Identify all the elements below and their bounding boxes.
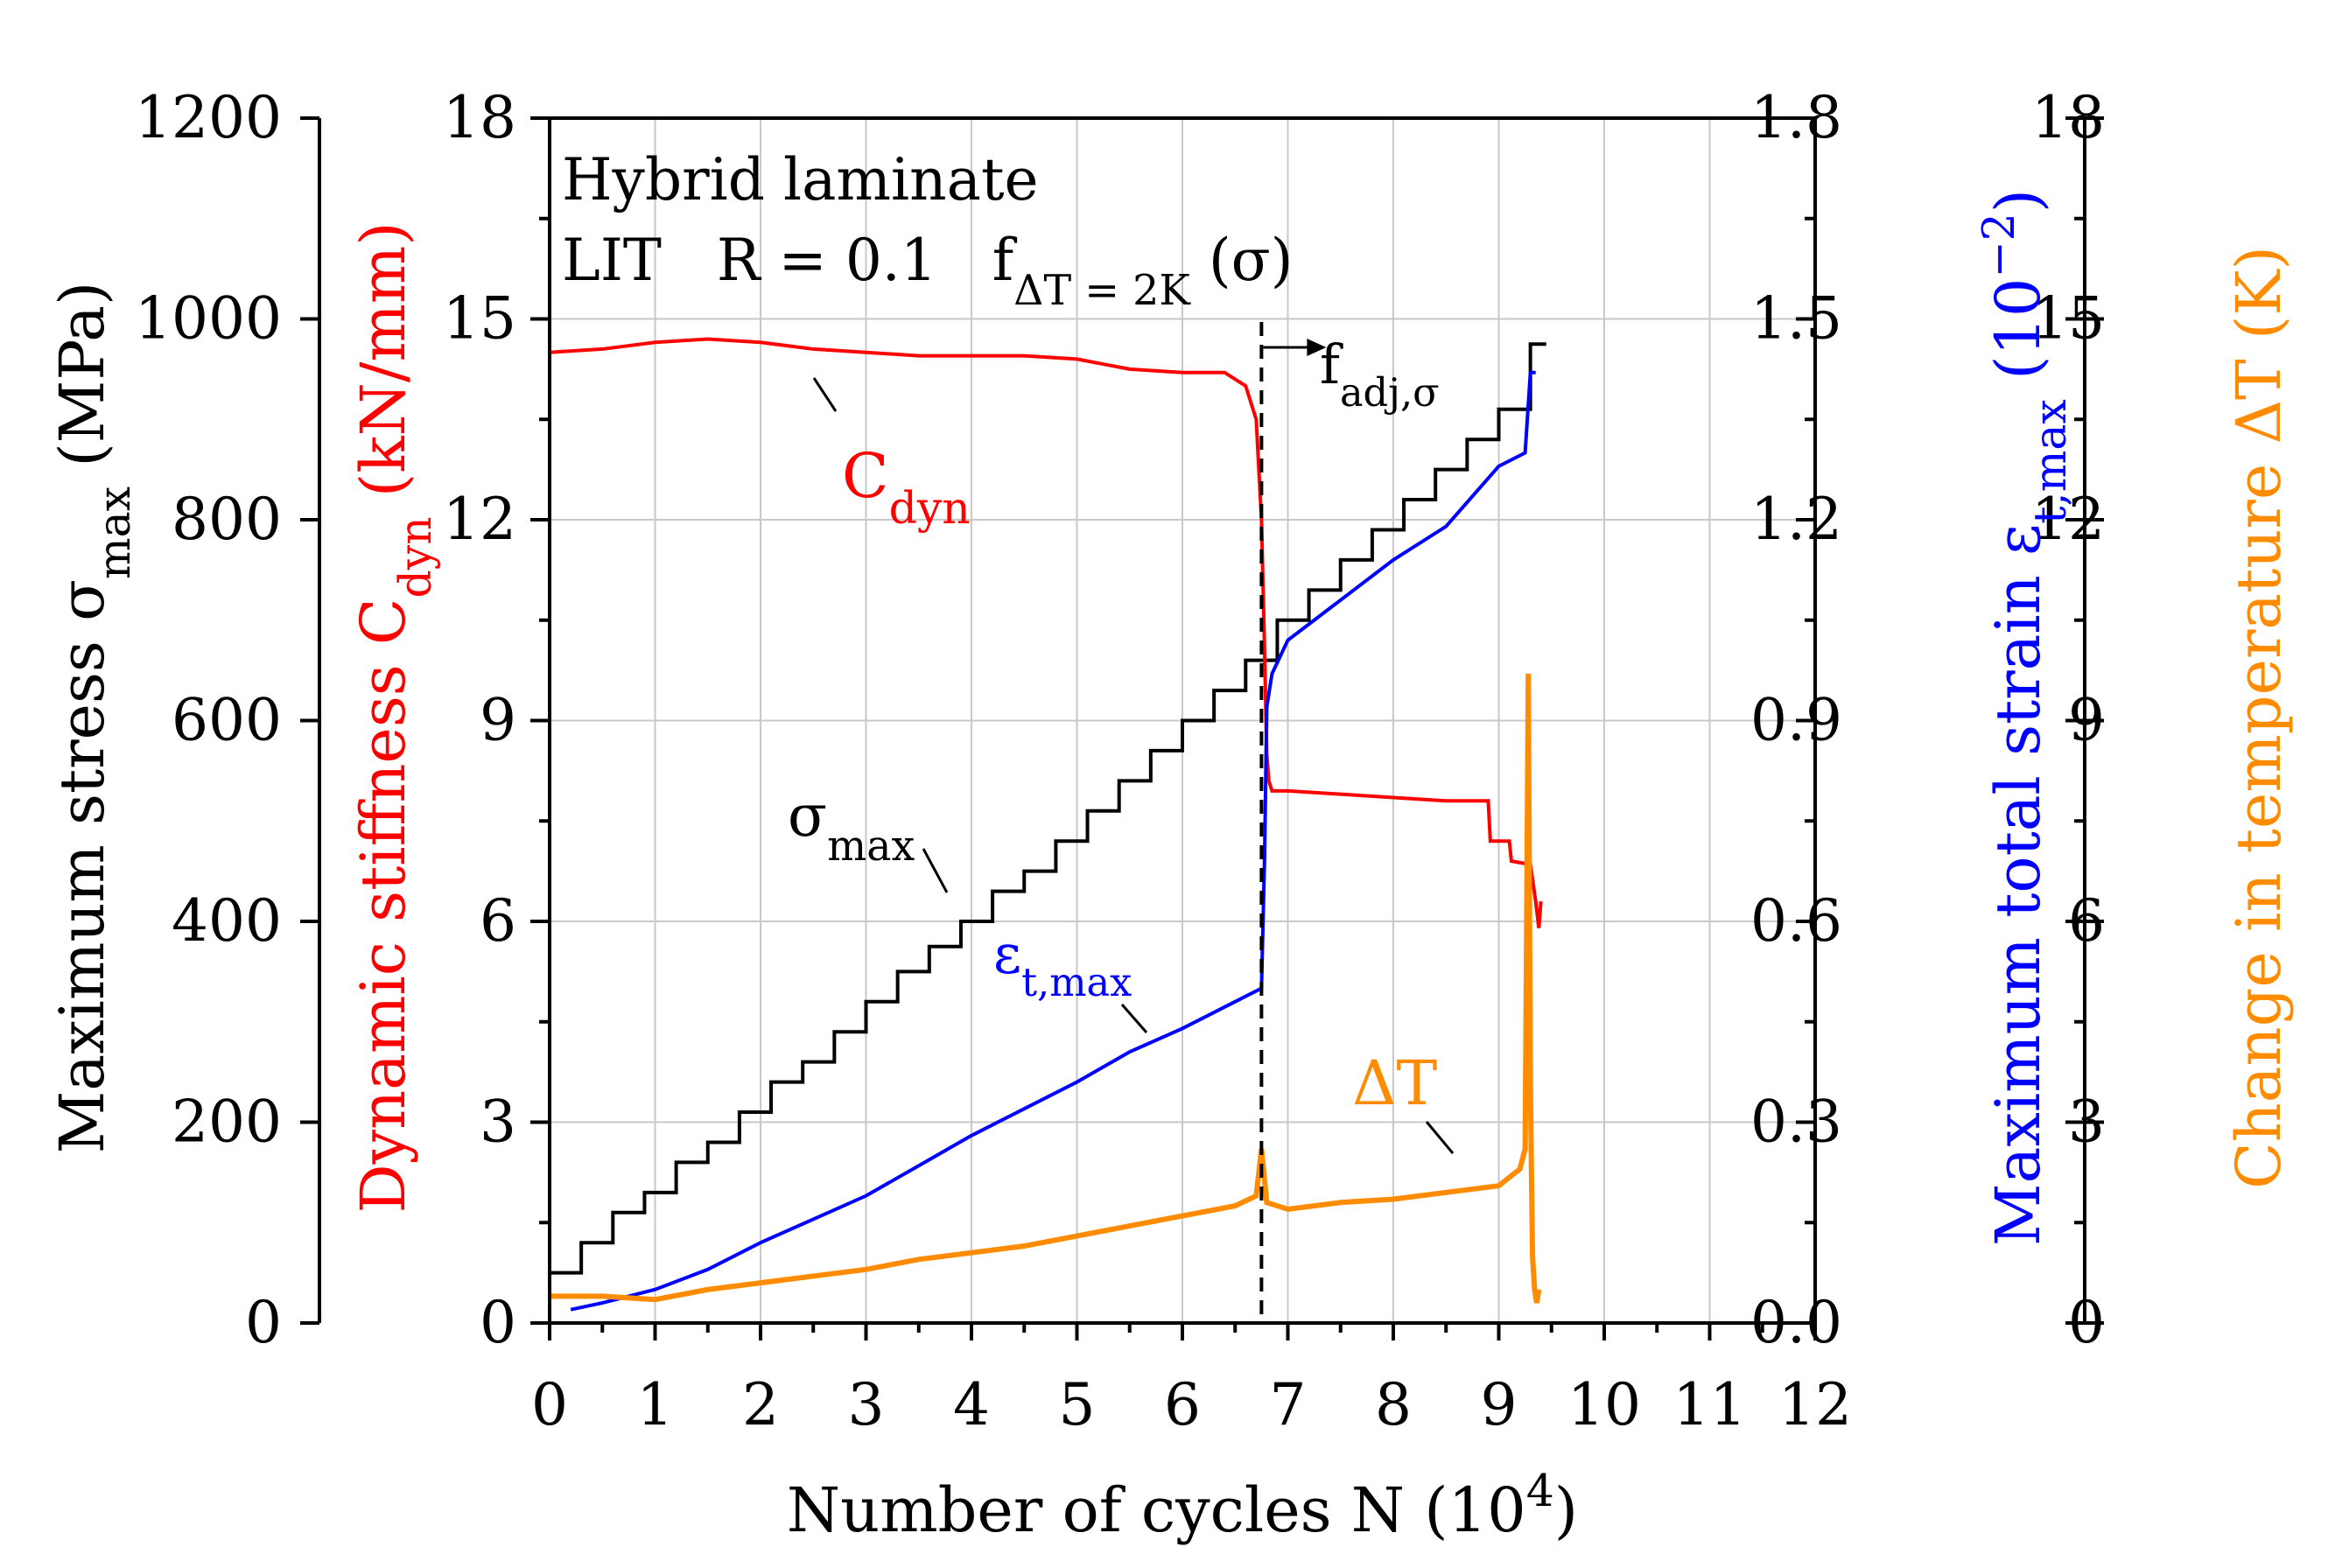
x-tick-label: 3 <box>848 1371 885 1438</box>
annotation-line-1: Hybrid laminate <box>562 146 1039 214</box>
x-tick-label: 12 <box>1778 1371 1852 1438</box>
x-tick-label: 2 <box>742 1371 779 1438</box>
stiffness-tick-label: 0 <box>480 1289 516 1356</box>
fadj-label: fadj,σ <box>1320 332 1440 416</box>
x-tick-label: 11 <box>1673 1371 1747 1438</box>
dt-leader <box>1427 1122 1453 1153</box>
stress-tick-label: 400 <box>172 887 282 955</box>
x-tick-label: 8 <box>1375 1371 1412 1438</box>
x-axis-label: Number of cycles N (104) <box>787 1465 1578 1547</box>
x-tick-label: 1 <box>637 1371 674 1438</box>
temperature-axis-label: Change in temperature ΔT (K) <box>2223 246 2295 1189</box>
stiffness-tick-label: 9 <box>480 687 516 754</box>
strain-tick-label: 0.3 <box>1750 1088 1842 1156</box>
eps-label: εt,max <box>993 922 1132 1005</box>
eps-leader <box>1122 1004 1146 1032</box>
series-line <box>550 344 1546 1272</box>
strain-tick-label: 1.8 <box>1750 84 1842 151</box>
strain-tick-label: 1.5 <box>1750 285 1842 353</box>
annotation-line-2: LIT R = 0.1 fΔT = 2K (σ) <box>562 227 1293 315</box>
x-tick-label: 6 <box>1164 1371 1201 1438</box>
sigma-label: σmax <box>788 782 915 871</box>
stiffness-axis-label: Dynamic stiffness Cdyn (kN/mm) <box>347 221 441 1213</box>
stress-tick-label: 800 <box>172 486 282 553</box>
stiffness-tick-label: 6 <box>480 887 516 955</box>
x-tick-label: 4 <box>953 1371 990 1438</box>
dt-label: ΔT <box>1352 1047 1437 1119</box>
stress-axis-label: Maximum stress σmax (MPa) <box>46 282 140 1154</box>
x-tick-label: 9 <box>1481 1371 1518 1438</box>
x-tick-label: 7 <box>1270 1371 1307 1438</box>
series-line <box>571 373 1536 1310</box>
series-layer <box>550 322 1546 1323</box>
stiffness-tick-label: 18 <box>443 84 516 151</box>
series-line <box>550 339 1541 928</box>
cdyn-leader <box>814 378 836 411</box>
sigma-leader <box>923 849 947 892</box>
stiffness-tick-label: 3 <box>480 1088 516 1156</box>
stress-tick-label: 200 <box>172 1088 282 1156</box>
stress-tick-label: 600 <box>172 687 282 754</box>
stress-tick-label: 1000 <box>135 285 282 353</box>
strain-tick-label: 0.9 <box>1750 687 1842 754</box>
stiffness-tick-label: 12 <box>443 486 516 553</box>
stiffness-tick-label: 15 <box>443 285 516 353</box>
strain-tick-label: 0.6 <box>1750 887 1842 955</box>
x-tick-label: 0 <box>531 1371 568 1438</box>
strain-tick-label: 0.0 <box>1750 1289 1842 1356</box>
strain-tick-label: 1.2 <box>1750 486 1842 553</box>
x-tick-label: 10 <box>1567 1371 1641 1438</box>
x-tick-label: 5 <box>1059 1371 1096 1438</box>
stress-tick-label: 1200 <box>135 84 282 151</box>
stress-tick-label: 0 <box>245 1289 282 1356</box>
